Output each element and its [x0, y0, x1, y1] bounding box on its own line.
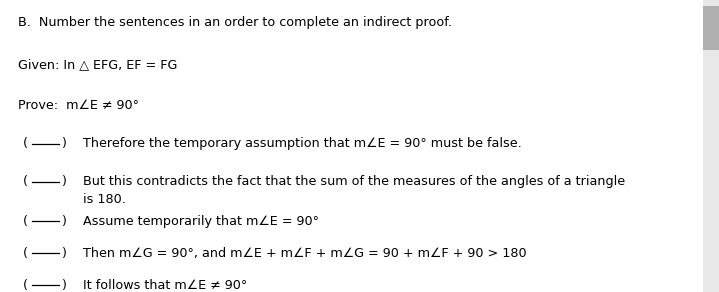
Bar: [703, 6, 719, 50]
Text: ): ): [61, 175, 66, 188]
Text: It follows that m∠E ≠ 90°: It follows that m∠E ≠ 90°: [83, 279, 247, 292]
Text: (: (: [23, 247, 28, 260]
Text: Then m∠G = 90°, and m∠E + m∠F + m∠G = 90 + m∠F + 90 > 180: Then m∠G = 90°, and m∠E + m∠F + m∠G = 90…: [83, 247, 526, 260]
Text: B.  Number the sentences in an order to complete an indirect proof.: B. Number the sentences in an order to c…: [18, 16, 452, 29]
Bar: [703, 0, 719, 292]
Text: Prove:  m∠E ≠ 90°: Prove: m∠E ≠ 90°: [18, 99, 139, 112]
Text: But this contradicts the fact that the sum of the measures of the angles of a tr: But this contradicts the fact that the s…: [83, 175, 625, 206]
Text: (: (: [23, 137, 28, 150]
Text: ): ): [61, 247, 66, 260]
Text: Therefore the temporary assumption that m∠E = 90° must be false.: Therefore the temporary assumption that …: [83, 137, 521, 150]
Text: (: (: [23, 279, 28, 292]
Text: (: (: [23, 175, 28, 188]
Text: Given: In △ EFG, EF = FG: Given: In △ EFG, EF = FG: [18, 58, 178, 72]
Text: ): ): [61, 215, 66, 228]
Text: ): ): [61, 279, 66, 292]
Text: (: (: [23, 215, 28, 228]
Text: Assume temporarily that m∠E = 90°: Assume temporarily that m∠E = 90°: [83, 215, 319, 228]
Text: ): ): [61, 137, 66, 150]
